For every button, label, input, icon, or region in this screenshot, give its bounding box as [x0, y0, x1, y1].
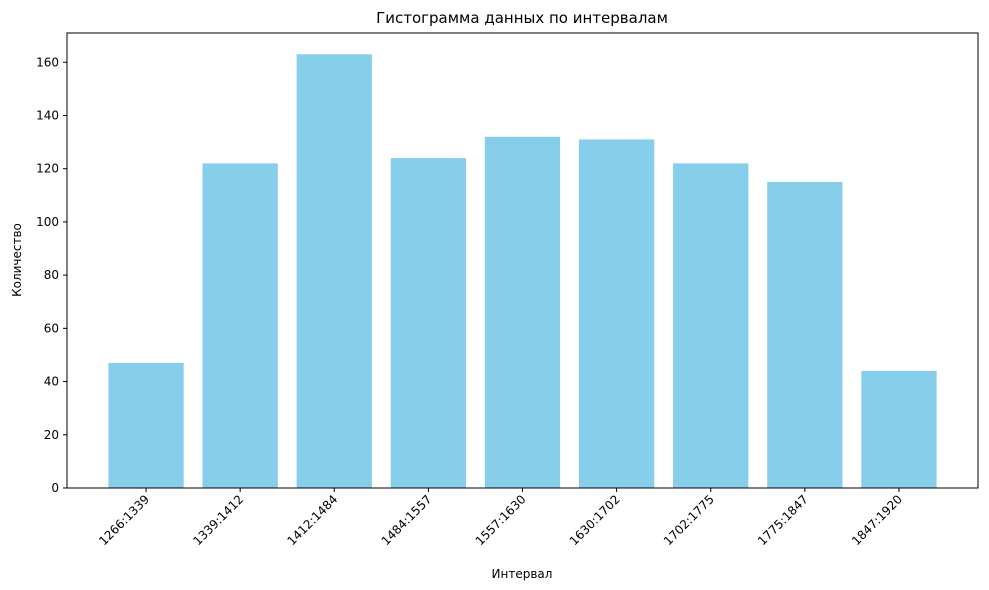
bars-group — [108, 54, 937, 489]
y-tick-label: 120 — [36, 162, 59, 176]
y-tick-label: 40 — [44, 375, 59, 389]
y-tick-label: 20 — [44, 428, 59, 442]
x-tick-label: 1266:1339 — [96, 492, 152, 548]
bar-1339:1412 — [202, 163, 278, 488]
y-tick-label: 60 — [44, 321, 59, 335]
x-axis-label: Интервал — [492, 567, 553, 581]
bar-1266:1339 — [108, 362, 184, 488]
bar-1775:1847 — [767, 182, 843, 488]
y-tick-label: 0 — [51, 481, 59, 495]
bar-1630:1702 — [578, 139, 655, 489]
x-tick-label: 1702:1775 — [661, 492, 717, 548]
bar-1412:1484 — [296, 54, 372, 488]
chart-title: Гистограмма данных по интервалам — [376, 9, 668, 27]
bar-1484:1557 — [390, 158, 467, 489]
x-tick-label: 1630:1702 — [567, 492, 623, 548]
y-tick-label: 160 — [36, 55, 59, 69]
plot-frame — [66, 32, 979, 489]
y-axis-label: Количество — [10, 223, 24, 297]
x-tick-label: 1775:1847 — [755, 492, 811, 548]
x-tick-label: 1484:1557 — [379, 492, 435, 548]
x-tick-label: 1339:1412 — [190, 492, 246, 548]
bar-1557:1630 — [484, 136, 561, 489]
y-axis: 0 20 40 60 80 100 120 140 160 — [36, 55, 67, 495]
y-tick-label: 100 — [36, 215, 59, 229]
x-tick-label: 1847:1920 — [849, 492, 905, 548]
bar-1847:1920 — [861, 370, 937, 488]
x-tick-label: 1412:1484 — [284, 492, 340, 548]
x-tick-label: 1557:1630 — [473, 492, 529, 548]
bar-1702:1775 — [673, 163, 749, 488]
y-tick-label: 80 — [44, 268, 59, 282]
x-axis: 1266:1339 1339:1412 1412:1484 1484:1557 1557… — [96, 488, 905, 548]
y-tick-label: 140 — [36, 108, 59, 122]
